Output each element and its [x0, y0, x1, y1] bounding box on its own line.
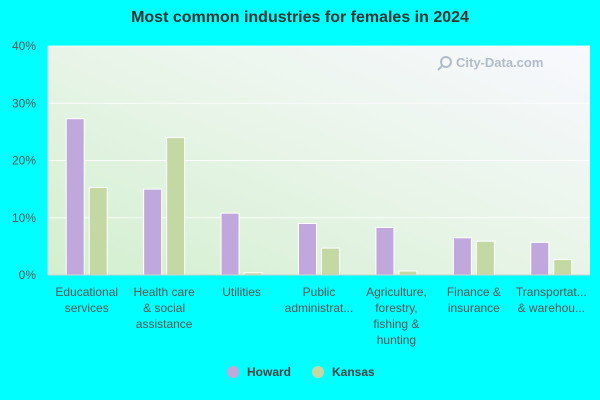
bar-howard-3[interactable]: [298, 222, 317, 276]
x-category-label: Finance & insurance: [447, 285, 501, 315]
bar-howard-0[interactable]: [65, 118, 85, 276]
watermark: City-Data.com: [437, 55, 543, 71]
watermark-text: City-Data.com: [456, 55, 543, 70]
legend-label-howard: Howard: [247, 365, 291, 379]
y-tick-label: 40%: [12, 39, 36, 53]
y-tick-label: 20%: [12, 154, 36, 168]
x-category-label: Transportat... & warehou...: [516, 285, 587, 315]
x-category-label: Agriculture, forestry, fishing & hunting: [366, 285, 427, 347]
bar-kansas-5[interactable]: [475, 240, 495, 276]
x-category-label: Educational services: [55, 285, 118, 315]
bar-howard-6[interactable]: [530, 241, 550, 276]
x-axis: Educational services Health care & social as…: [55, 285, 586, 347]
watermark-search-icon: [440, 56, 452, 68]
legend-swatch-howard: [227, 366, 239, 378]
y-tick-label: 10%: [12, 211, 36, 225]
y-tick-label: 30%: [12, 96, 36, 110]
bar-kansas-3[interactable]: [321, 247, 340, 276]
bar-howard-5[interactable]: [452, 237, 472, 276]
bar-howard-4[interactable]: [375, 226, 395, 276]
chart-title: Most common industries for females in 20…: [131, 9, 469, 26]
x-category-label: Public administrat...: [285, 285, 354, 315]
x-category-label: Health care & social assistance: [133, 285, 195, 331]
bar-kansas-4[interactable]: [398, 270, 418, 276]
bar-howard-2[interactable]: [220, 212, 240, 276]
bar-kansas-6[interactable]: [553, 259, 573, 276]
gridlines: [48, 45, 590, 219]
bar-kansas-0[interactable]: [88, 186, 108, 276]
y-tick-label: 0%: [19, 268, 37, 282]
x-category-label: Utilities: [222, 285, 261, 299]
bar-howard-1[interactable]: [143, 188, 163, 276]
legend: Howard Kansas: [227, 365, 375, 379]
legend-label-kansas: Kansas: [332, 365, 375, 379]
bars: [48, 118, 590, 276]
bar-kansas-1[interactable]: [166, 137, 186, 276]
legend-swatch-kansas: [312, 366, 324, 378]
y-axis: 0% 10% 20% 30% 40%: [12, 39, 49, 282]
